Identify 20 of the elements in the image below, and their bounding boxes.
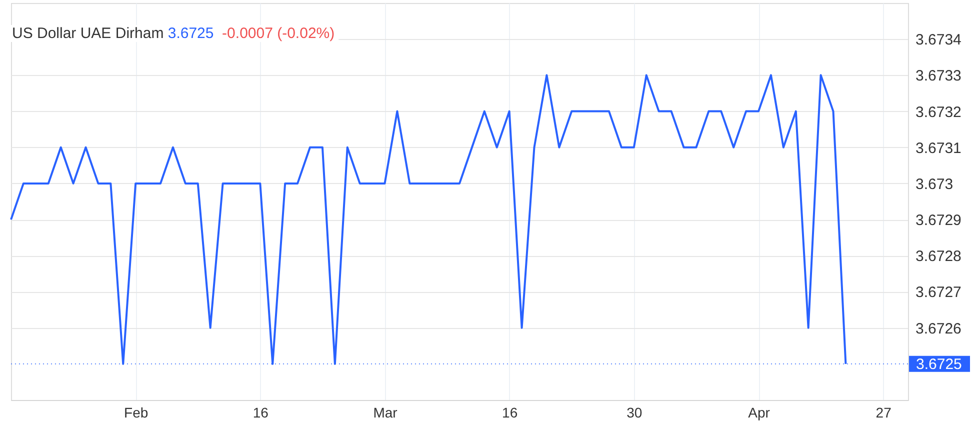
y-tick-label: 3.6732 [916,104,962,121]
y-tick-label: 3.673 [916,176,954,193]
x-tick-label: Apr [748,404,770,420]
annotation: -0.0007 (-0.02%) [222,25,335,42]
y-tick-label: 3.6734 [916,32,962,49]
text: US Dollar UAE Dirham [12,25,164,42]
y-tick-label: 3.6729 [916,212,962,230]
x-tick-label: 27 [876,404,892,420]
x-tick-label: 16 [502,404,518,420]
y-tick-label: 3.6727 [916,284,962,302]
annotation: 3.6725 [168,25,214,42]
y-tick-label: 3.6728 [916,248,962,266]
x-tick-label: 30 [626,404,642,420]
x-tick-label: 16 [252,404,269,420]
ref-line-label: 3.6725 [916,356,962,373]
y-tick-label: 3.6731 [916,140,962,157]
y-tick-label: 3.6726 [916,320,962,338]
x-tick-label: Feb [124,404,148,420]
x-tick-label: Mar [373,404,398,420]
y-tick-label: 3.6733 [916,68,962,85]
